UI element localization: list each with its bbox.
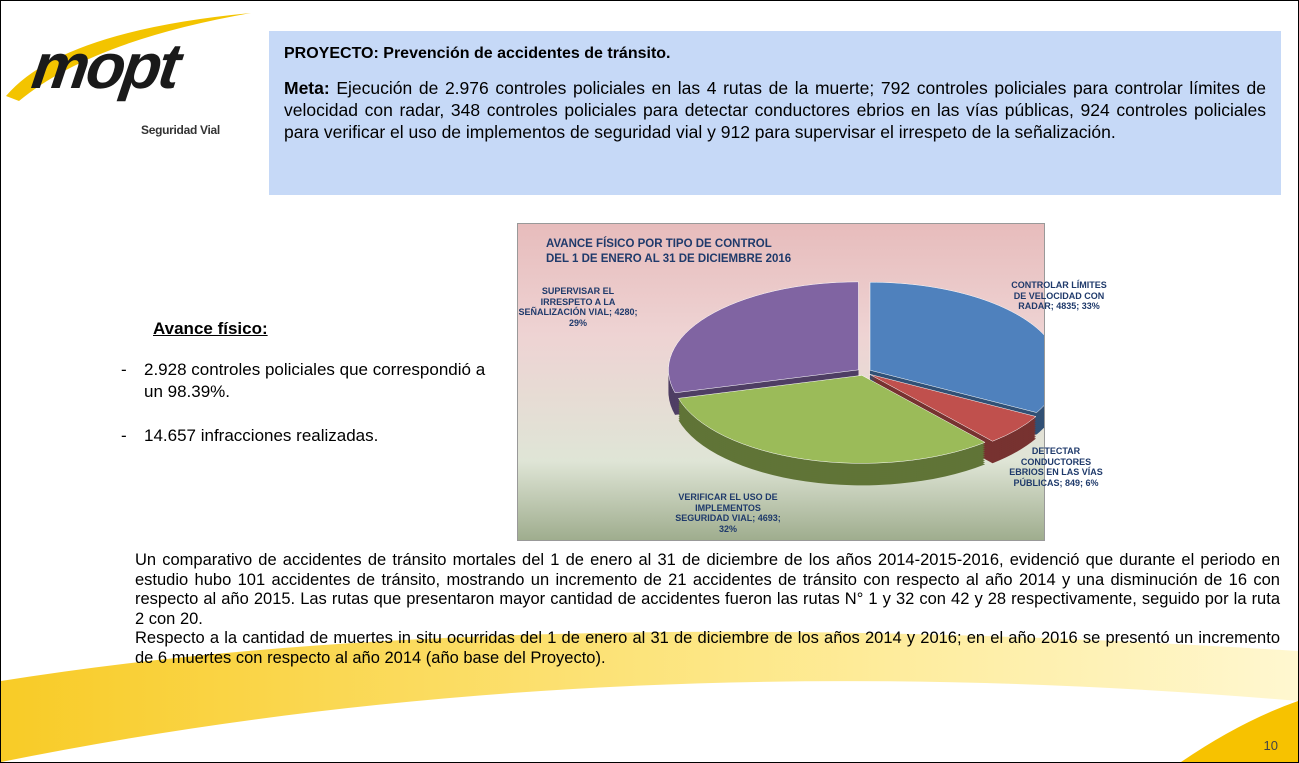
meta: Meta: Ejecución de 2.976 controles polic… [284, 77, 1266, 143]
slice-label: SUPERVISAR EL IRRESPETO A LA SEÑALIZACIÓ… [518, 286, 638, 328]
paragraph: Respecto a la cantidad de muertes in sit… [135, 629, 1280, 667]
pie [668, 281, 1044, 486]
slice [869, 373, 1037, 442]
avance-item: -14.657 infracciones realizadas. [121, 425, 501, 447]
avance-text: 2.928 controles policiales que correspon… [144, 360, 486, 401]
slice [668, 281, 859, 394]
slice-value: 4835; 33% [1056, 301, 1100, 311]
slice-category: CONTROLAR LÍMITES DE VELOCIDAD CON RADAR… [1011, 280, 1107, 311]
slice-category: SUPERVISAR EL IRRESPETO A LA SEÑALIZACIÓ… [518, 286, 616, 317]
slice [678, 375, 986, 464]
slice-value: 4693; 32% [718, 513, 781, 534]
chart-title: AVANCE FÍSICO POR TIPO DE CONTROL [546, 238, 772, 250]
slice-value: 4280; 29% [568, 307, 638, 328]
avance-heading: Avance físico: [153, 319, 268, 338]
chart-subtitle: DEL 1 DE ENERO AL 31 DE DICIEMBRE 2016 [546, 253, 792, 265]
slice-label: DETECTAR CONDUCTORES EBRIOS EN LAS VÍAS … [1006, 446, 1106, 488]
body-text: Un comparativo de accidentes de tránsito… [135, 551, 1280, 668]
logo-unit: Seguridad Vial [141, 123, 220, 137]
logo-brand: mopt [27, 30, 183, 102]
slice-category: DETECTAR CONDUCTORES EBRIOS EN LAS VÍAS … [1009, 446, 1103, 488]
page-number: 10 [1263, 738, 1278, 753]
slice [869, 281, 1044, 413]
chart: AVANCE FÍSICO POR TIPO DE CONTROL DEL 1 … [517, 223, 1107, 541]
meta-label: Meta: [284, 78, 330, 98]
slice-value: 849; 6% [1064, 477, 1099, 488]
project-box: PROYECTO: Prevención de accidentes de tr… [269, 31, 1281, 195]
slice-label: CONTROLAR LÍMITES DE VELOCIDAD CON RADAR… [1004, 280, 1114, 312]
avance-item: -2.928 controles policiales que correspo… [121, 359, 501, 403]
project-title: PROYECTO: Prevención de accidentes de tr… [284, 45, 671, 62]
slice-category: VERIFICAR EL USO DE IMPLEMENTOS SEGURIDA… [675, 492, 778, 523]
avance-text: 14.657 infracciones realizadas. [144, 426, 379, 445]
paragraph: Un comparativo de accidentes de tránsito… [135, 551, 1280, 628]
meta-text: Ejecución de 2.976 controles policiales … [284, 78, 1266, 142]
slice-label: VERIFICAR EL USO DE IMPLEMENTOS SEGURIDA… [668, 492, 788, 534]
